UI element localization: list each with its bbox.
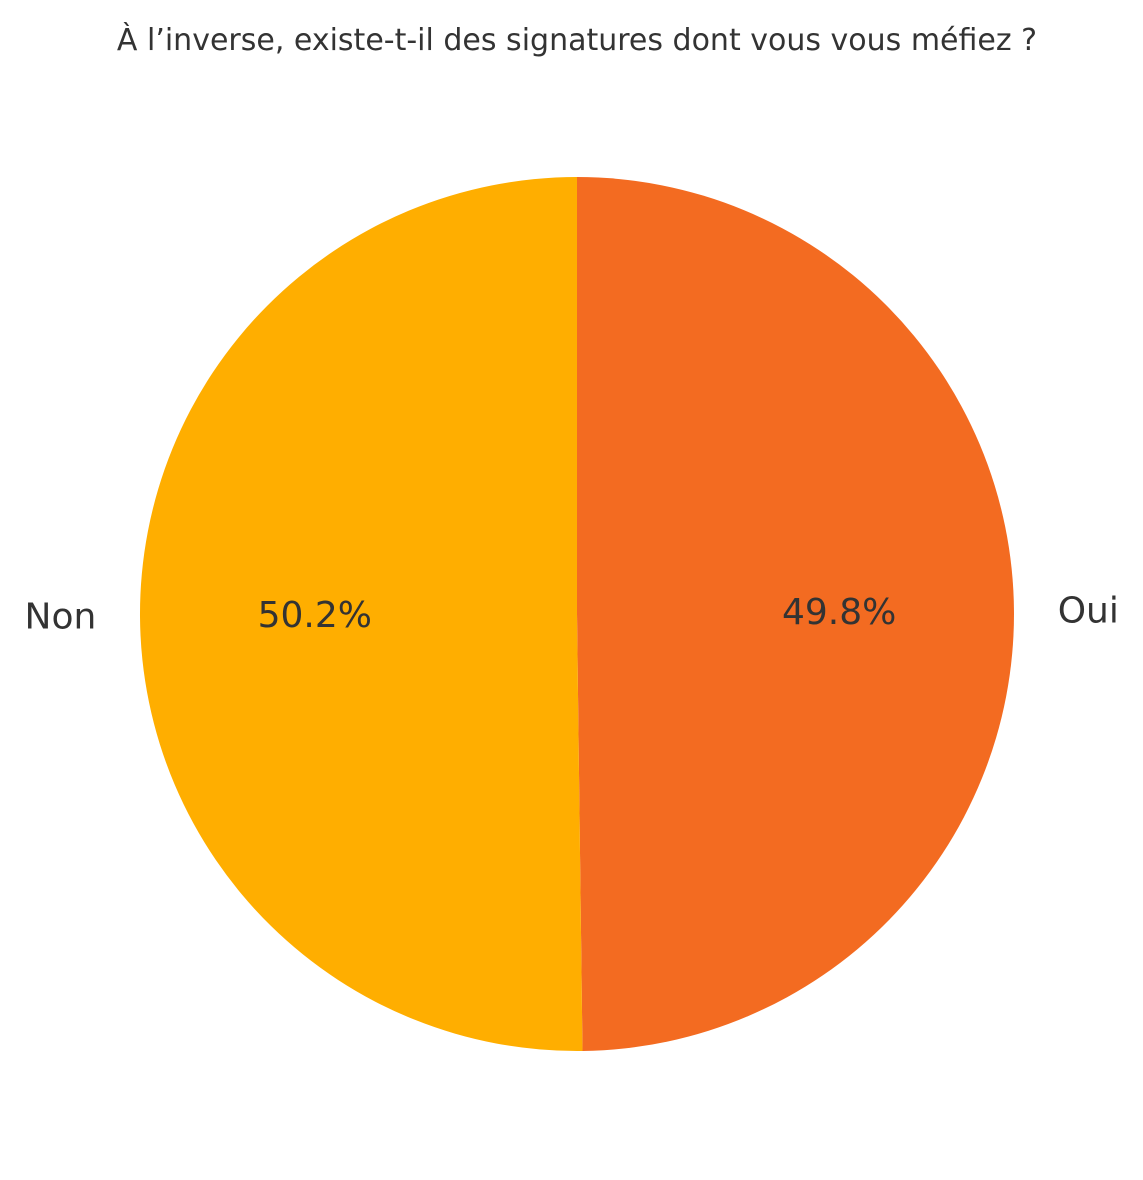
pie-slice-oui <box>577 177 1014 1051</box>
pie-slices <box>139 176 1014 1051</box>
pie-percent-oui: 49.8% <box>782 592 896 633</box>
chart-title: À l’inverse, existe-t-il des signatures … <box>117 22 1037 58</box>
pie-labels: 49.8% Oui 50.2% Non <box>25 590 1119 637</box>
pie-percent-non: 50.2% <box>258 595 372 636</box>
pie-label-oui: Oui <box>1058 590 1119 631</box>
pie-slice-non <box>139 176 583 1051</box>
pie-label-non: Non <box>25 597 97 638</box>
